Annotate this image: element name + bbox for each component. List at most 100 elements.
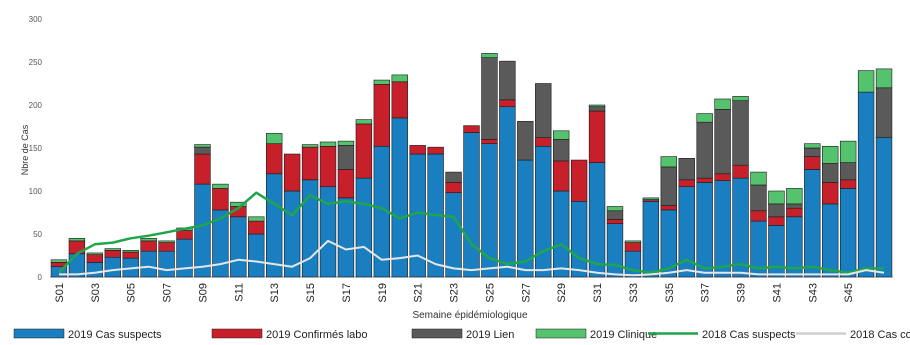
legend-label: 2019 Cas suspects	[68, 329, 162, 341]
bar-segment	[714, 173, 731, 181]
bar-segment	[535, 137, 552, 147]
bar-segment	[624, 242, 642, 252]
x-axis-title: Semaine épidémiologique	[412, 310, 528, 321]
bar-segment	[570, 201, 588, 278]
bar-segment	[104, 248, 121, 251]
bar-segment	[804, 156, 821, 170]
bar-segment	[445, 192, 462, 278]
bar-segment	[552, 139, 570, 162]
bar-segment	[822, 182, 839, 205]
x-tick-label: S41	[771, 283, 783, 303]
bar-segment	[463, 132, 480, 278]
bar-segment	[122, 250, 139, 253]
bar-segment	[355, 123, 373, 179]
bar-segment	[176, 238, 193, 278]
bar-segment	[588, 106, 606, 112]
y-tick-label: 100	[29, 187, 43, 196]
bar-segment	[786, 188, 803, 205]
bar-segment	[355, 119, 373, 125]
bar-segment	[301, 144, 319, 148]
y-tick-label: 50	[33, 230, 42, 239]
y-axis-title: Nbre de Cas	[20, 124, 30, 175]
bar-segment	[822, 203, 839, 278]
bar-segment	[588, 104, 606, 108]
legend: 2019 Cas suspects 2019 Confirmés labo 2019…	[13, 328, 910, 341]
bar-segment	[517, 121, 534, 161]
bar-segment	[768, 190, 785, 205]
bar-segment	[373, 79, 391, 85]
bar-segment	[194, 153, 211, 185]
bar-segment	[194, 144, 211, 148]
bar-segment	[714, 109, 731, 175]
x-tick-label: S15	[305, 283, 317, 303]
x-tick-label: S17	[341, 283, 353, 303]
bar-segment	[857, 70, 875, 93]
legend-label: 2019 Lien	[466, 329, 514, 341]
legend-item: 2019 Cas suspects	[13, 328, 162, 341]
bar-segment	[499, 106, 516, 278]
bar-segment	[248, 220, 265, 235]
bar-segment	[158, 250, 175, 278]
bar-segment	[875, 68, 893, 89]
bar-segment	[230, 201, 247, 207]
bar-segment	[606, 219, 624, 224]
bar-segment	[140, 238, 157, 242]
bar-segment	[194, 146, 211, 155]
bar-segment	[499, 60, 516, 101]
bar-segment	[606, 223, 624, 278]
bar-segment	[606, 210, 624, 220]
legend-item: 2019 Lien	[411, 328, 514, 341]
x-tick-label: S21	[413, 283, 425, 303]
x-tick-label: S25	[484, 283, 496, 303]
bar-segment	[786, 207, 803, 218]
bar-segment	[678, 158, 695, 181]
legend-label: 2018 Cas confirmés	[850, 329, 910, 341]
bar-segment	[319, 141, 337, 147]
series-line	[59, 239, 885, 277]
bar-segment	[337, 197, 355, 278]
bar-segment	[68, 238, 86, 242]
bar-segment	[714, 180, 731, 278]
legend-item: 2019 Confirmés labo	[211, 328, 368, 341]
bar-segment	[86, 252, 104, 255]
bar-segment	[875, 87, 893, 138]
bar-segment	[158, 240, 175, 243]
legend-swatch	[411, 328, 463, 339]
bar-segment	[391, 81, 408, 119]
x-tick-label: S33	[628, 283, 640, 303]
x-tick-label: S27	[520, 283, 532, 303]
x-tick-label: S37	[700, 283, 712, 303]
bar-segment	[804, 143, 821, 149]
bar-segment	[481, 139, 498, 144]
bar-segment	[606, 206, 624, 212]
legend-item: 2018 Cas suspects	[648, 329, 796, 341]
legend-label: 2019 Clinique	[590, 329, 657, 341]
bar-segment	[552, 130, 570, 140]
bar-segment	[804, 169, 821, 278]
y-tick-label: 200	[29, 101, 43, 110]
legend-item: 2018 Cas confirmés	[796, 329, 910, 341]
series-line	[58, 191, 884, 274]
bar-segment	[588, 110, 606, 163]
bar-segment	[266, 133, 283, 145]
bar-segment	[660, 166, 677, 206]
bar-segment	[732, 177, 749, 278]
x-tick-label: S19	[377, 283, 389, 303]
bar-segment	[212, 183, 229, 189]
bar-segment	[535, 83, 552, 138]
x-tick-labels: S01 S03 S05 S07 S09 S11 S13 S15 S17 S19 S21 S23 S25 S…	[54, 283, 855, 303]
bar-segment	[248, 233, 265, 278]
bar-segment	[839, 162, 857, 181]
legend-item: 2019 Clinique	[535, 328, 657, 341]
bar-segment	[283, 153, 301, 192]
bar-segment	[732, 100, 749, 166]
x-tick-label: S13	[269, 283, 281, 303]
bar-segment	[552, 190, 570, 278]
bar-segment	[570, 159, 588, 202]
bar-segment	[158, 242, 175, 252]
bar-segment	[857, 91, 875, 278]
x-tick-label: S45	[843, 283, 855, 303]
bar-segment	[463, 125, 480, 133]
x-tick-label: S35	[664, 283, 676, 303]
